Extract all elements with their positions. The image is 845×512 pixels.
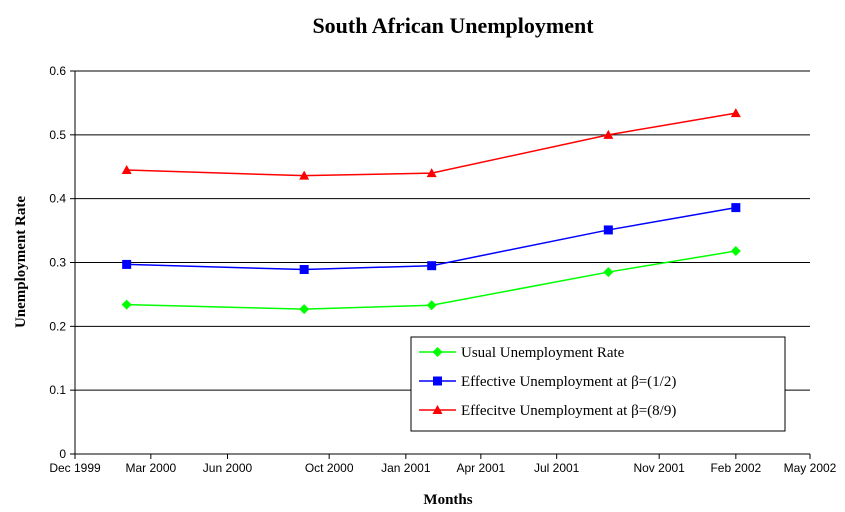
legend-entry: Effective Unemployment at β=(1/2) bbox=[419, 374, 676, 390]
data-point bbox=[426, 300, 437, 311]
x-tick-label: Feb 2002 bbox=[710, 461, 761, 475]
data-point bbox=[427, 261, 437, 271]
data-point bbox=[432, 347, 443, 357]
y-tick-label: 0.3 bbox=[49, 256, 66, 270]
x-tick-label: Mar 2000 bbox=[125, 461, 176, 475]
data-point bbox=[426, 168, 437, 178]
x-tick-label: May 2002 bbox=[784, 461, 837, 475]
data-point bbox=[122, 259, 132, 269]
series-1 bbox=[121, 246, 741, 315]
y-tick-label: 0.4 bbox=[49, 192, 66, 206]
x-tick-label: Jun 2000 bbox=[203, 461, 253, 475]
data-point bbox=[121, 164, 132, 174]
x-axis-title: Months bbox=[423, 492, 472, 508]
data-point bbox=[603, 129, 614, 139]
legend-entry: Effecitve Unemployment at β=(8/9) bbox=[419, 403, 676, 419]
y-axis-title: Unemployment Rate bbox=[13, 196, 29, 328]
data-point bbox=[121, 299, 132, 310]
x-tick-label: Dec 1999 bbox=[49, 461, 101, 475]
series-2 bbox=[122, 203, 741, 275]
data-point bbox=[432, 405, 443, 414]
x-tick-label: Apr 2001 bbox=[456, 461, 505, 475]
y-tick-label: 0 bbox=[59, 447, 66, 461]
legend-label: Usual Unemployment Rate bbox=[461, 345, 625, 361]
data-point bbox=[603, 267, 614, 278]
legend: Usual Unemployment Rate Effective Unemplo… bbox=[410, 336, 786, 432]
y-ticks: 0 0.1 0.2 0.3 0.4 0.5 0.6 bbox=[49, 64, 75, 461]
data-point bbox=[603, 225, 613, 235]
y-tick-label: 0.1 bbox=[49, 383, 66, 397]
data-point bbox=[299, 265, 309, 275]
data-point bbox=[299, 170, 310, 180]
x-tick-label: Oct 2000 bbox=[305, 461, 354, 475]
y-tick-label: 0.5 bbox=[49, 128, 66, 142]
legend-label: Effecitve Unemployment at β=(8/9) bbox=[461, 403, 676, 419]
data-point bbox=[730, 246, 741, 257]
x-tick-label: Jan 2001 bbox=[381, 461, 431, 475]
series-group bbox=[121, 108, 741, 315]
x-tick-label: Nov 2001 bbox=[633, 461, 685, 475]
x-ticks: Dec 1999 Mar 2000 Jun 2000 Oct 2000 Jan 2001… bbox=[49, 454, 837, 475]
series-3 bbox=[121, 108, 741, 180]
x-tick-label: Jul 2001 bbox=[534, 461, 580, 475]
legend-box bbox=[410, 336, 786, 432]
legend-entry: Usual Unemployment Rate bbox=[419, 345, 625, 361]
y-tick-label: 0.2 bbox=[49, 319, 66, 333]
chart-title: South African Unemployment bbox=[312, 13, 594, 38]
data-point bbox=[731, 203, 741, 213]
y-tick-label: 0.6 bbox=[49, 64, 66, 78]
data-point bbox=[730, 108, 741, 118]
legend-label: Effective Unemployment at β=(1/2) bbox=[461, 374, 676, 390]
data-point bbox=[433, 376, 442, 386]
data-point bbox=[299, 304, 310, 315]
gridlines bbox=[75, 70, 810, 391]
